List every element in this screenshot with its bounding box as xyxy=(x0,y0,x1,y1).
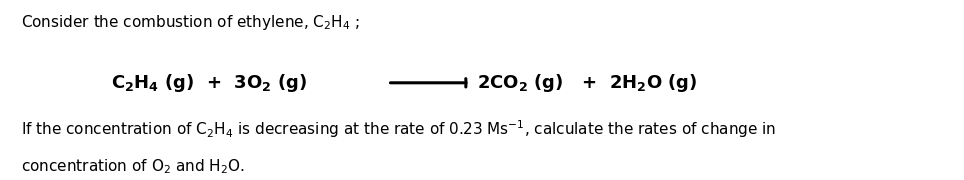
Text: $\mathbf{C_2H_4}$ $\mathbf{(g)}$  $\mathbf{+}$  $\mathbf{3O_2}$ $\mathbf{(g)}$: $\mathbf{C_2H_4}$ $\mathbf{(g)}$ $\mathb… xyxy=(111,72,308,94)
Text: $\mathbf{2CO_2}$ $\mathbf{(g)}$   $\mathbf{+}$ $\mathbf{\ 2H_2O}$ $\mathbf{(g)}$: $\mathbf{2CO_2}$ $\mathbf{(g)}$ $\mathbf… xyxy=(477,72,698,94)
Text: concentration of $\mathregular{O_2}$ and $\mathregular{H_2O}$.: concentration of $\mathregular{O_2}$ and… xyxy=(21,158,245,176)
Text: If the concentration of $\mathregular{C_2H_4}$ is decreasing at the rate of 0.23: If the concentration of $\mathregular{C_… xyxy=(21,119,776,140)
Text: Consider the combustion of ethylene, $\mathregular{C_2H_4}$ ;: Consider the combustion of ethylene, $\m… xyxy=(21,13,361,32)
